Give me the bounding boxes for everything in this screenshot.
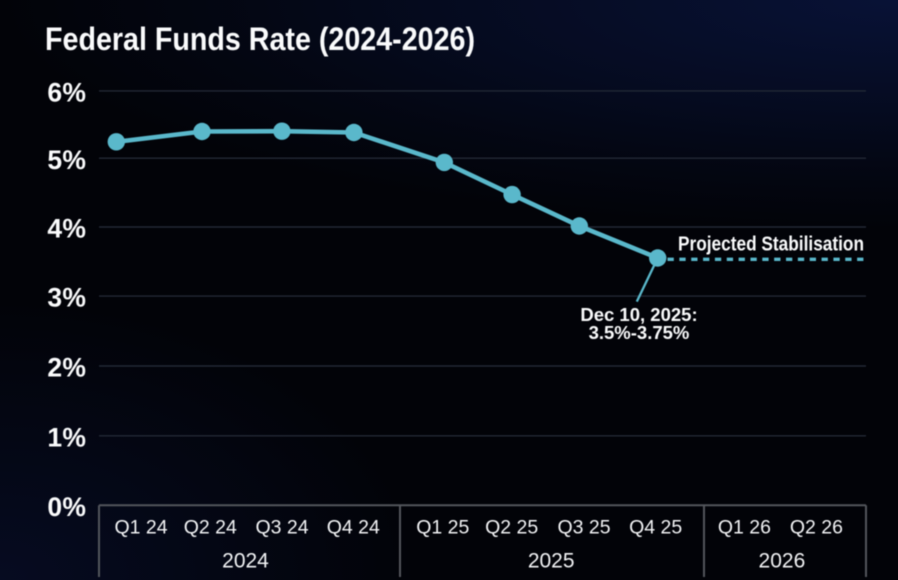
svg-text:2024: 2024 — [222, 550, 269, 573]
svg-text:3%: 3% — [47, 283, 86, 313]
svg-text:Q1 24: Q1 24 — [114, 516, 167, 538]
svg-text:Q2 25: Q2 25 — [485, 516, 538, 538]
svg-text:Q1 25: Q1 25 — [416, 516, 469, 538]
svg-text:Q3 24: Q3 24 — [255, 516, 308, 538]
svg-text:3.5%-3.75%: 3.5%-3.75% — [589, 322, 690, 343]
svg-text:Federal Funds Rate (2024-2026): Federal Funds Rate (2024-2026) — [45, 21, 475, 57]
svg-text:Projected Stabilisation: Projected Stabilisation — [678, 234, 864, 256]
svg-text:1%: 1% — [47, 422, 86, 452]
svg-text:Q2 24: Q2 24 — [184, 516, 237, 538]
svg-text:4%: 4% — [47, 214, 86, 244]
svg-text:Q3 25: Q3 25 — [557, 516, 610, 538]
svg-text:Dec 10, 2025:: Dec 10, 2025: — [580, 304, 697, 325]
svg-text:6%: 6% — [47, 77, 86, 107]
svg-text:Q2 26: Q2 26 — [790, 516, 843, 538]
svg-text:0%: 0% — [47, 492, 86, 522]
svg-text:Q4 24: Q4 24 — [327, 516, 380, 538]
svg-text:2026: 2026 — [759, 550, 806, 573]
svg-text:2025: 2025 — [528, 550, 575, 573]
svg-text:Q4 25: Q4 25 — [629, 516, 682, 538]
svg-text:2%: 2% — [47, 353, 86, 383]
svg-text:Q1 26: Q1 26 — [718, 516, 771, 538]
svg-text:5%: 5% — [47, 145, 86, 175]
